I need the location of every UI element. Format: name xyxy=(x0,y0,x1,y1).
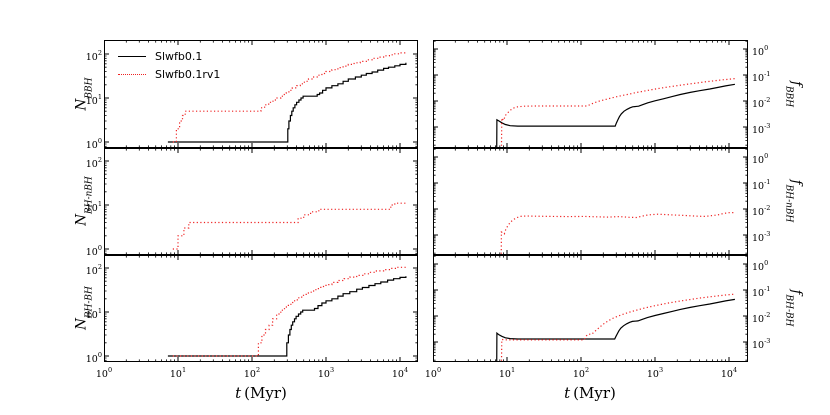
axes-frame xyxy=(433,148,748,255)
plot-f-bh-nbh xyxy=(433,148,748,255)
curve-Slwfb0.1rv1 xyxy=(172,266,407,357)
plot-n-bh-bh xyxy=(104,255,418,362)
y-tick-label: 10-2 xyxy=(752,311,771,326)
y-tick-label: 102 xyxy=(85,156,102,171)
y-tick-label: 100 xyxy=(752,44,769,59)
y-tick-label: 101 xyxy=(85,200,102,215)
curve-Slwfb0.1 xyxy=(167,276,407,357)
y-tick-label: 10-1 xyxy=(752,70,771,85)
y-tick-label: 102 xyxy=(85,49,102,64)
tick-marks xyxy=(433,148,748,255)
y-tick-label: 100 xyxy=(752,152,769,167)
x-axis-label-left: t (Myr) xyxy=(235,384,287,402)
legend-entry-slwfb01: Slwfb0.1 xyxy=(118,47,220,65)
x-tick-label: 101 xyxy=(169,366,187,381)
panel-f-bbh xyxy=(433,40,748,148)
tick-marks xyxy=(104,255,418,362)
curve-Slwfb0.1 xyxy=(496,83,736,148)
y-tick-label: 102 xyxy=(85,263,102,278)
legend-label: Slwfb0.1 xyxy=(155,49,203,63)
curve-Slwfb0.1 xyxy=(496,298,735,362)
axes-frame xyxy=(104,40,418,148)
y-tick-label: 100 xyxy=(85,137,102,152)
legend-dotted-line-swatch xyxy=(118,73,146,75)
plot-n-bh-nbh xyxy=(104,148,418,255)
legend-solid-line-swatch xyxy=(118,55,146,57)
tick-marks xyxy=(433,255,748,362)
tick-marks xyxy=(104,148,418,255)
x-tick-label: 100 xyxy=(95,366,113,381)
y-tick-label: 10-3 xyxy=(752,122,771,137)
y-tick-label: 100 xyxy=(85,351,102,366)
panel-f-bh-bh xyxy=(433,255,748,362)
x-tick-label: 104 xyxy=(391,366,409,381)
y-tick-label: 10-3 xyxy=(752,337,771,352)
panel-n-bbh xyxy=(104,40,418,148)
tick-marks xyxy=(104,255,418,362)
x-tick-label: 100 xyxy=(424,366,442,381)
x-tick-label: 103 xyxy=(317,366,335,381)
plot-f-bh-bh xyxy=(433,255,748,362)
x-tick-label: 104 xyxy=(720,366,738,381)
y-tick-label: 10-3 xyxy=(752,230,771,245)
axes-frame xyxy=(433,40,748,148)
panel-n-bh-nbh xyxy=(104,148,418,255)
x-tick-label: 101 xyxy=(498,366,516,381)
plot-n-bbh xyxy=(104,40,418,148)
x-tick-label: 103 xyxy=(646,366,664,381)
tick-marks xyxy=(104,40,418,148)
legend: Slwfb0.1 Slwfb0.1rv1 xyxy=(118,47,220,83)
y-tick-label: 100 xyxy=(85,244,102,259)
plot-f-bbh xyxy=(433,40,748,148)
tick-marks xyxy=(433,255,748,362)
axes-frame xyxy=(433,255,748,362)
x-tick-label: 102 xyxy=(243,366,261,381)
panel-f-bh-nbh xyxy=(433,148,748,255)
tick-marks xyxy=(104,40,418,148)
x-axis-label-right: t (Myr) xyxy=(564,384,616,402)
tick-marks xyxy=(433,148,748,255)
x-tick-label: 102 xyxy=(572,366,590,381)
legend-entry-slwfb01rv1: Slwfb0.1rv1 xyxy=(118,65,220,83)
y-tick-label: 10-1 xyxy=(752,178,771,193)
curve-Slwfb0.1rv1 xyxy=(500,212,735,255)
curve-Slwfb0.1rv1 xyxy=(172,202,406,250)
curve-Slwfb0.1 xyxy=(167,62,407,143)
panel-n-bh-bh xyxy=(104,255,418,362)
axes-frame xyxy=(104,148,418,255)
y-tick-label: 100 xyxy=(752,259,769,274)
curve-Slwfb0.1rv1 xyxy=(500,78,735,148)
legend-label: Slwfb0.1rv1 xyxy=(155,67,221,81)
axes-frame xyxy=(104,255,418,362)
y-tick-label: 101 xyxy=(85,307,102,322)
tick-marks xyxy=(104,148,418,255)
y-tick-label: 10-2 xyxy=(752,96,771,111)
tick-marks xyxy=(433,40,748,148)
curve-Slwfb0.1rv1 xyxy=(500,293,735,362)
tick-marks xyxy=(433,40,748,148)
y-tick-label: 10-2 xyxy=(752,204,771,219)
curve-Slwfb0.1rv1 xyxy=(172,51,407,143)
y-tick-label: 101 xyxy=(85,93,102,108)
y-tick-label: 10-1 xyxy=(752,285,771,300)
